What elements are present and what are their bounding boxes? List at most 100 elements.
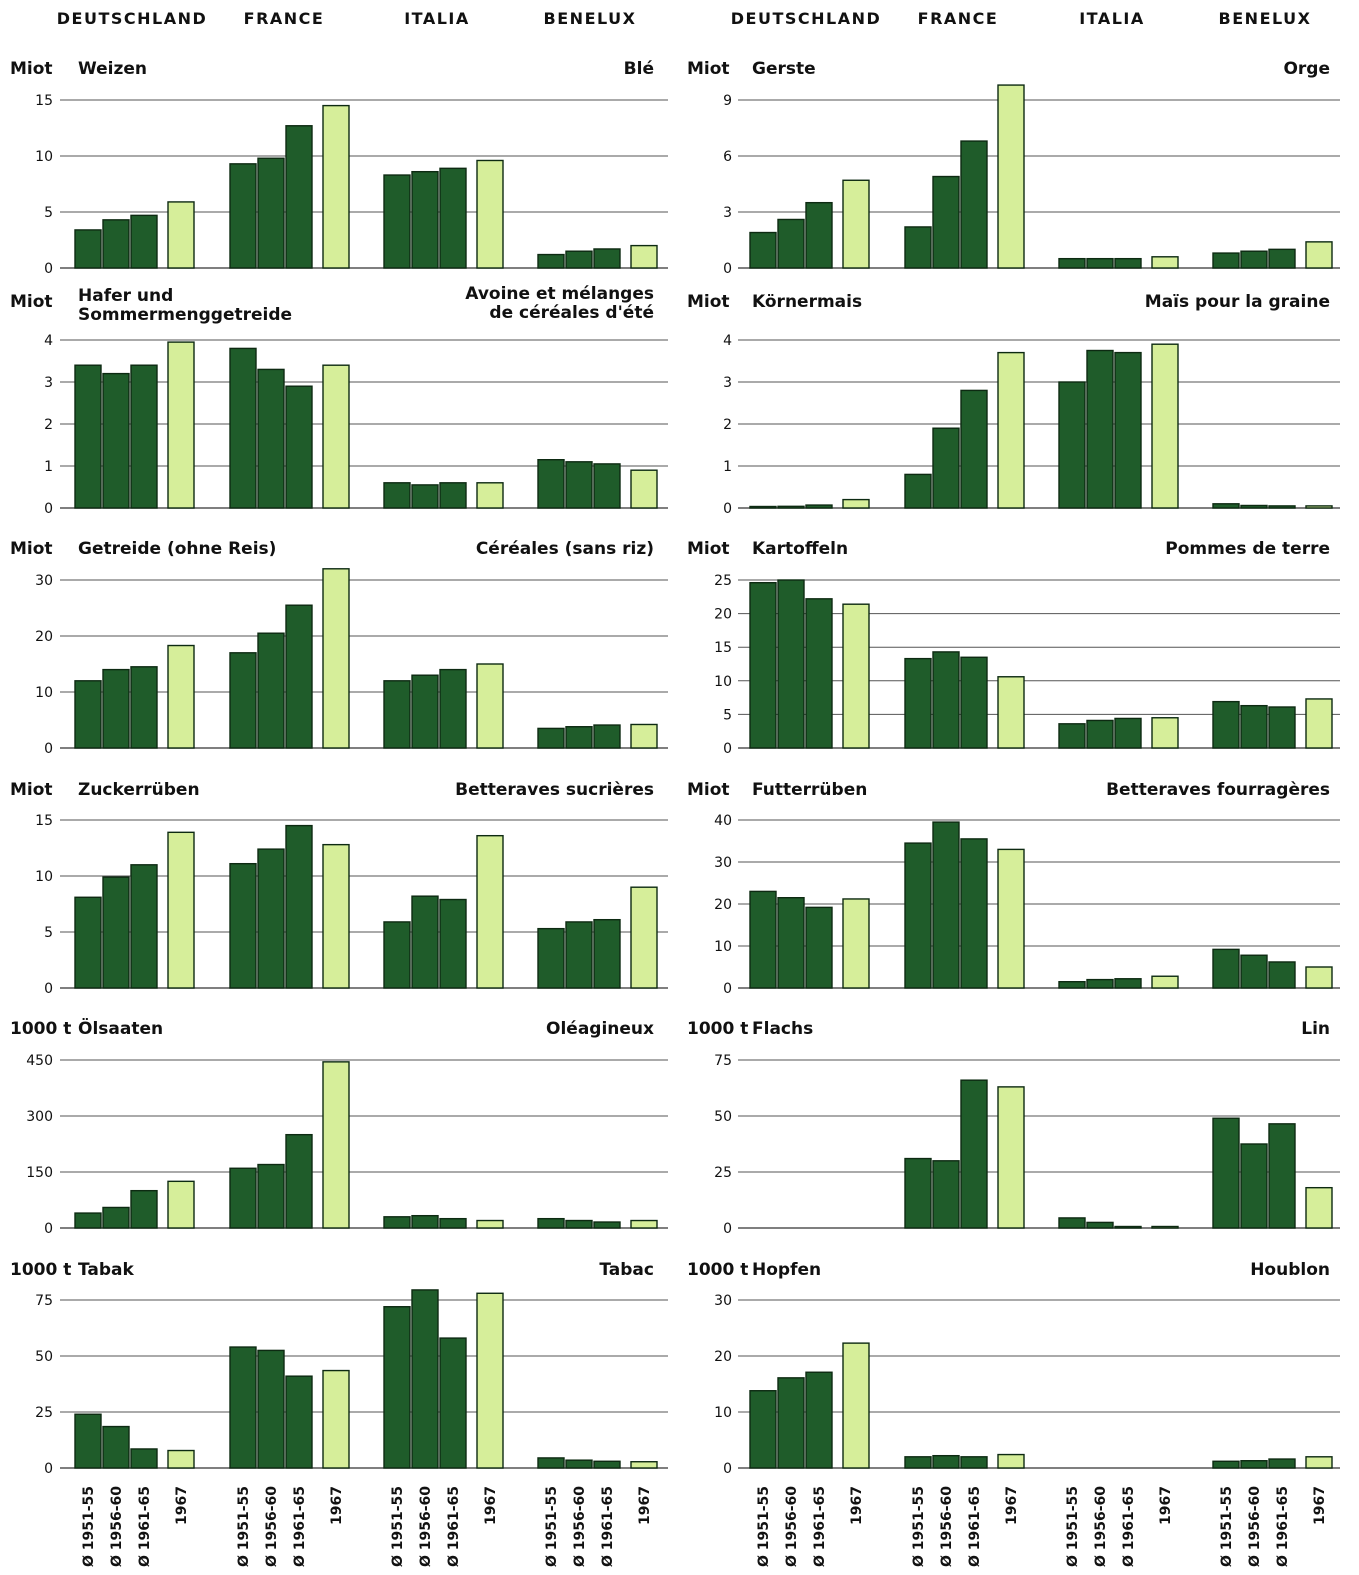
y-tick-label: 10 [714, 674, 732, 690]
bar-deutschland-3 [805, 598, 833, 749]
bar-deutschland-4 [167, 644, 195, 749]
bar-benelux-1 [537, 459, 565, 509]
y-tick-label: 25 [35, 1405, 53, 1421]
y-tick-label: 10 [714, 1405, 732, 1421]
bar-benelux-2 [1240, 1143, 1268, 1229]
bar-benelux-2 [565, 1219, 593, 1229]
bar-deutschland-3 [805, 1371, 833, 1469]
chart-title-fr: Houblon [1250, 1260, 1330, 1280]
bar-italia-1 [1058, 1217, 1086, 1229]
y-tick-label: 0 [723, 981, 732, 997]
unit-label: 1000 t [10, 1019, 71, 1039]
chart-title-fr: Pommes de terre [1165, 539, 1330, 559]
y-tick-label: 50 [714, 1109, 732, 1125]
bar-italia-4 [476, 1292, 504, 1469]
x-period-label: Ø 1956-60 [418, 1486, 434, 1567]
bar-deutschland-3 [130, 1189, 158, 1229]
bar-benelux-2 [1240, 704, 1268, 749]
y-tick-label: 3 [723, 205, 732, 221]
country-header-italia: ITALIA [404, 9, 470, 28]
bar-benelux-3 [1268, 1458, 1296, 1469]
x-period-label: Ø 1956-60 [572, 1486, 588, 1567]
bar-italia-2 [411, 895, 439, 989]
bar-benelux-4 [1305, 966, 1333, 989]
bar-benelux-4 [630, 886, 658, 989]
bar-italia-1 [1058, 381, 1086, 509]
bar-italia-1 [1058, 723, 1086, 749]
bar-france-2 [257, 368, 285, 509]
bar-deutschland-4 [167, 1449, 195, 1469]
bar-france-1 [229, 163, 257, 269]
bar-italia-3 [439, 1217, 467, 1229]
bar-deutschland-1 [749, 890, 777, 989]
bar-italia-4 [476, 159, 504, 269]
x-period-label: Ø 1951-55 [390, 1486, 406, 1567]
chart-title-fr: Oléagineux [546, 1019, 654, 1039]
bar-benelux-4 [630, 244, 658, 269]
bar-benelux-1 [537, 253, 565, 269]
bar-deutschland-3 [130, 364, 158, 509]
y-tick-label: 5 [723, 707, 732, 723]
bar-france-4 [322, 1061, 350, 1229]
bar-italia-1 [383, 1306, 411, 1469]
x-period-label: Ø 1951-55 [544, 1486, 560, 1567]
bar-italia-2 [1086, 349, 1114, 509]
bar-italia-2 [411, 674, 439, 749]
bar-deutschland-2 [777, 218, 805, 269]
chart-title-fr: Betteraves fourragères [1106, 780, 1330, 800]
y-tick-label: 10 [35, 869, 53, 885]
x-period-label: 1967 [174, 1486, 190, 1525]
panel-ölsaaten: 0 150 300 450 1000 t Ölsaaten Oléagineux [10, 1017, 668, 1237]
country-header-italia: ITALIA [1079, 9, 1145, 28]
bar-benelux-1 [1212, 252, 1240, 269]
bar-france-1 [229, 862, 257, 989]
bar-benelux-2 [565, 250, 593, 269]
bar-france-2 [932, 821, 960, 989]
bar-france-4 [322, 568, 350, 749]
bar-deutschland-4 [167, 831, 195, 989]
bar-benelux-2 [1240, 954, 1268, 989]
bar-deutschland-1 [74, 896, 102, 989]
bar-france-4 [322, 364, 350, 509]
bar-france-3 [285, 385, 313, 509]
y-tick-label: 4 [44, 333, 53, 349]
bar-italia-4 [1151, 343, 1179, 509]
bar-france-4 [997, 84, 1025, 269]
y-tick-label: 150 [26, 1165, 53, 1181]
bar-italia-3 [439, 1337, 467, 1469]
bar-france-2 [932, 175, 960, 269]
y-tick-label: 0 [723, 261, 732, 277]
y-tick-label: 0 [44, 981, 53, 997]
bar-benelux-4 [630, 469, 658, 509]
chart-title-fr: de céréales d'été [489, 303, 654, 323]
panel-zuckerrüben: 0 5 10 15 Miot Zuckerrüben Betteraves sucrière… [10, 780, 668, 997]
bar-deutschland-2 [777, 505, 805, 509]
bar-deutschland-3 [805, 504, 833, 509]
bar-italia-4 [1151, 256, 1179, 269]
chart-title-de: Futterrüben [752, 780, 867, 800]
bar-benelux-2 [565, 726, 593, 749]
bar-italia-3 [439, 898, 467, 989]
bar-deutschland-1 [74, 1212, 102, 1229]
x-period-label: Ø 1961-65 [292, 1486, 308, 1567]
y-tick-label: 15 [714, 640, 732, 656]
chart-title-de: Hopfen [752, 1260, 821, 1280]
y-tick-label: 1 [723, 459, 732, 475]
bar-benelux-3 [593, 918, 621, 989]
bar-france-3 [285, 604, 313, 749]
x-period-label: 1967 [329, 1486, 345, 1525]
bar-france-4 [997, 351, 1025, 509]
bar-france-3 [960, 1456, 988, 1469]
bar-france-3 [285, 824, 313, 989]
bar-benelux-3 [1268, 706, 1296, 749]
x-period-label: 1967 [1004, 1486, 1020, 1525]
chart-title-fr: Orge [1283, 59, 1330, 79]
bar-deutschland-4 [842, 898, 870, 989]
x-period-label: Ø 1956-60 [264, 1486, 280, 1567]
y-tick-label: 0 [44, 261, 53, 277]
x-period-label: Ø 1961-65 [600, 1486, 616, 1567]
bar-france-1 [229, 652, 257, 749]
bar-france-3 [960, 389, 988, 509]
bar-benelux-3 [1268, 1123, 1296, 1229]
